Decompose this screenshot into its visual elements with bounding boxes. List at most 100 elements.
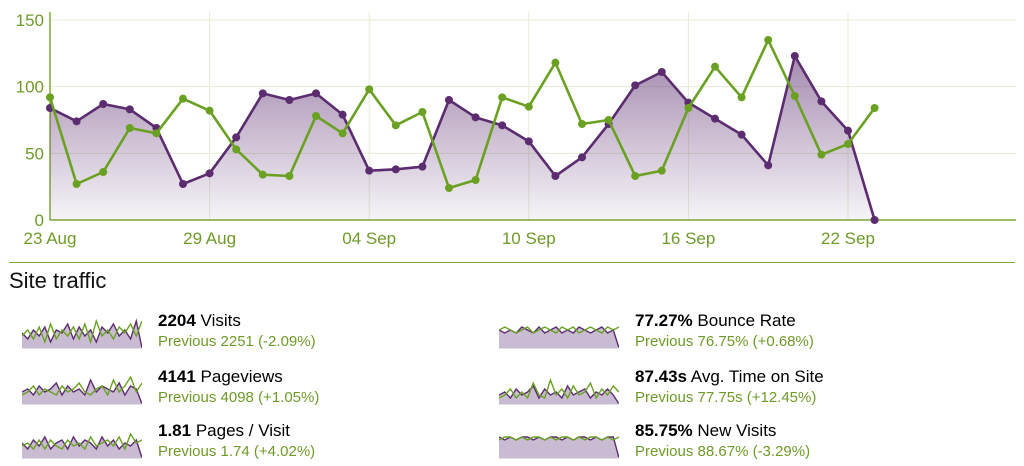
metric-label: Avg. Time on Site bbox=[687, 367, 824, 386]
x-tick-label: 16 Sep bbox=[661, 229, 715, 248]
data-point[interactable] bbox=[711, 114, 719, 123]
data-point[interactable] bbox=[870, 104, 879, 112]
metric-previous: Previous 2251 (-2.09%) bbox=[158, 333, 316, 350]
data-point[interactable] bbox=[179, 94, 187, 103]
series-1 bbox=[46, 36, 879, 192]
data-point[interactable] bbox=[179, 180, 187, 188]
metric-0: 2204 Visits Previous 2251 (-2.09%) bbox=[22, 310, 442, 356]
data-point[interactable] bbox=[764, 161, 773, 170]
metric-value: 85.75% bbox=[635, 421, 693, 440]
data-point[interactable] bbox=[418, 162, 427, 171]
data-point[interactable] bbox=[338, 110, 347, 119]
sparkline-previous bbox=[499, 377, 619, 400]
chart-series bbox=[46, 36, 879, 224]
data-point[interactable] bbox=[312, 112, 320, 120]
data-point[interactable] bbox=[312, 89, 320, 98]
data-point[interactable] bbox=[72, 117, 81, 126]
data-point[interactable] bbox=[232, 145, 241, 154]
data-point[interactable] bbox=[817, 150, 826, 159]
data-point[interactable] bbox=[684, 104, 693, 112]
data-point[interactable] bbox=[365, 85, 374, 94]
metric-label: New Visits bbox=[692, 421, 777, 440]
data-point[interactable] bbox=[737, 130, 746, 139]
data-point[interactable] bbox=[365, 166, 374, 175]
data-point[interactable] bbox=[790, 52, 799, 60]
data-point[interactable] bbox=[445, 96, 453, 104]
sparkline bbox=[22, 318, 142, 349]
metric-previous: Previous 77.75s (+12.45%) bbox=[635, 389, 817, 406]
x-tick-label: 29 Aug bbox=[183, 229, 236, 248]
data-point[interactable] bbox=[737, 93, 746, 102]
data-point[interactable] bbox=[338, 129, 347, 138]
data-point[interactable] bbox=[790, 92, 799, 100]
data-point[interactable] bbox=[844, 140, 852, 148]
sparkline bbox=[499, 436, 619, 459]
data-point[interactable] bbox=[524, 102, 533, 111]
data-point[interactable] bbox=[285, 172, 294, 180]
x-tick-label: 04 Sep bbox=[342, 229, 396, 248]
metric-value: 87.43s bbox=[635, 367, 687, 386]
data-point[interactable] bbox=[711, 62, 719, 71]
data-point[interactable] bbox=[657, 68, 666, 76]
data-point[interactable] bbox=[258, 89, 267, 98]
metric-value: 2204 bbox=[158, 311, 196, 330]
metric-value: 4141 bbox=[158, 367, 196, 386]
data-point[interactable] bbox=[631, 81, 640, 90]
data-point[interactable] bbox=[844, 126, 852, 135]
data-point[interactable] bbox=[46, 93, 54, 102]
data-point[interactable] bbox=[471, 176, 480, 184]
data-point[interactable] bbox=[604, 116, 613, 124]
data-point[interactable] bbox=[578, 153, 586, 162]
metric-previous: Previous 88.67% (-3.29%) bbox=[635, 443, 811, 460]
data-point[interactable] bbox=[391, 121, 400, 130]
section-divider bbox=[9, 262, 1015, 263]
data-point[interactable] bbox=[657, 166, 666, 175]
data-point[interactable] bbox=[205, 169, 214, 178]
metric-5: 85.75% New Visits Previous 88.67% (-3.29%… bbox=[499, 420, 919, 466]
sparkline-previous bbox=[499, 436, 619, 441]
data-point[interactable] bbox=[870, 216, 879, 224]
x-tick-label: 10 Sep bbox=[502, 229, 556, 248]
metric-label: Pages / Visit bbox=[191, 421, 290, 440]
data-point[interactable] bbox=[578, 120, 586, 128]
data-point[interactable] bbox=[232, 133, 241, 142]
metric-previous: Previous 4098 (+1.05%) bbox=[158, 389, 320, 406]
metric-label: Visits bbox=[195, 311, 241, 330]
x-tick-label: 22 Sep bbox=[821, 229, 875, 248]
data-point[interactable] bbox=[391, 165, 400, 174]
sparkline-previous bbox=[22, 318, 142, 345]
data-point[interactable] bbox=[418, 108, 427, 116]
data-point[interactable] bbox=[498, 93, 507, 102]
data-point[interactable] bbox=[125, 124, 134, 132]
data-point[interactable] bbox=[205, 106, 214, 115]
data-point[interactable] bbox=[445, 184, 453, 192]
sparkline bbox=[499, 377, 619, 405]
sparkline-area bbox=[499, 437, 619, 458]
sparkline-current bbox=[22, 435, 142, 459]
data-point[interactable] bbox=[551, 58, 560, 67]
data-point[interactable] bbox=[258, 170, 267, 179]
data-point[interactable] bbox=[152, 129, 161, 138]
data-point[interactable] bbox=[125, 105, 134, 114]
data-point[interactable] bbox=[471, 113, 480, 122]
sparkline-previous bbox=[22, 432, 142, 451]
metric-previous: Previous 76.75% (+0.68%) bbox=[635, 333, 814, 350]
data-point[interactable] bbox=[498, 121, 507, 130]
metric-2: 1.81 Pages / Visit Previous 1.74 (+4.02%) bbox=[22, 420, 442, 466]
data-point[interactable] bbox=[817, 97, 826, 106]
metric-1: 4141 Pageviews Previous 4098 (+1.05%) bbox=[22, 366, 442, 412]
data-point[interactable] bbox=[524, 137, 533, 146]
section-title: Site traffic bbox=[9, 268, 107, 293]
data-point[interactable] bbox=[551, 172, 560, 180]
data-point[interactable] bbox=[99, 168, 108, 176]
sparkline-previous bbox=[22, 375, 142, 397]
data-point[interactable] bbox=[764, 36, 773, 44]
data-point[interactable] bbox=[99, 100, 108, 108]
data-point[interactable] bbox=[72, 180, 81, 188]
metric-previous: Previous 1.74 (+4.02%) bbox=[158, 443, 316, 460]
metric-value: 1.81 bbox=[158, 421, 192, 440]
data-point[interactable] bbox=[631, 172, 640, 180]
data-point[interactable] bbox=[285, 96, 294, 104]
y-tick-label: 150 bbox=[16, 11, 44, 30]
metric-3: 77.27% Bounce Rate Previous 76.75% (+0.68… bbox=[499, 310, 919, 356]
